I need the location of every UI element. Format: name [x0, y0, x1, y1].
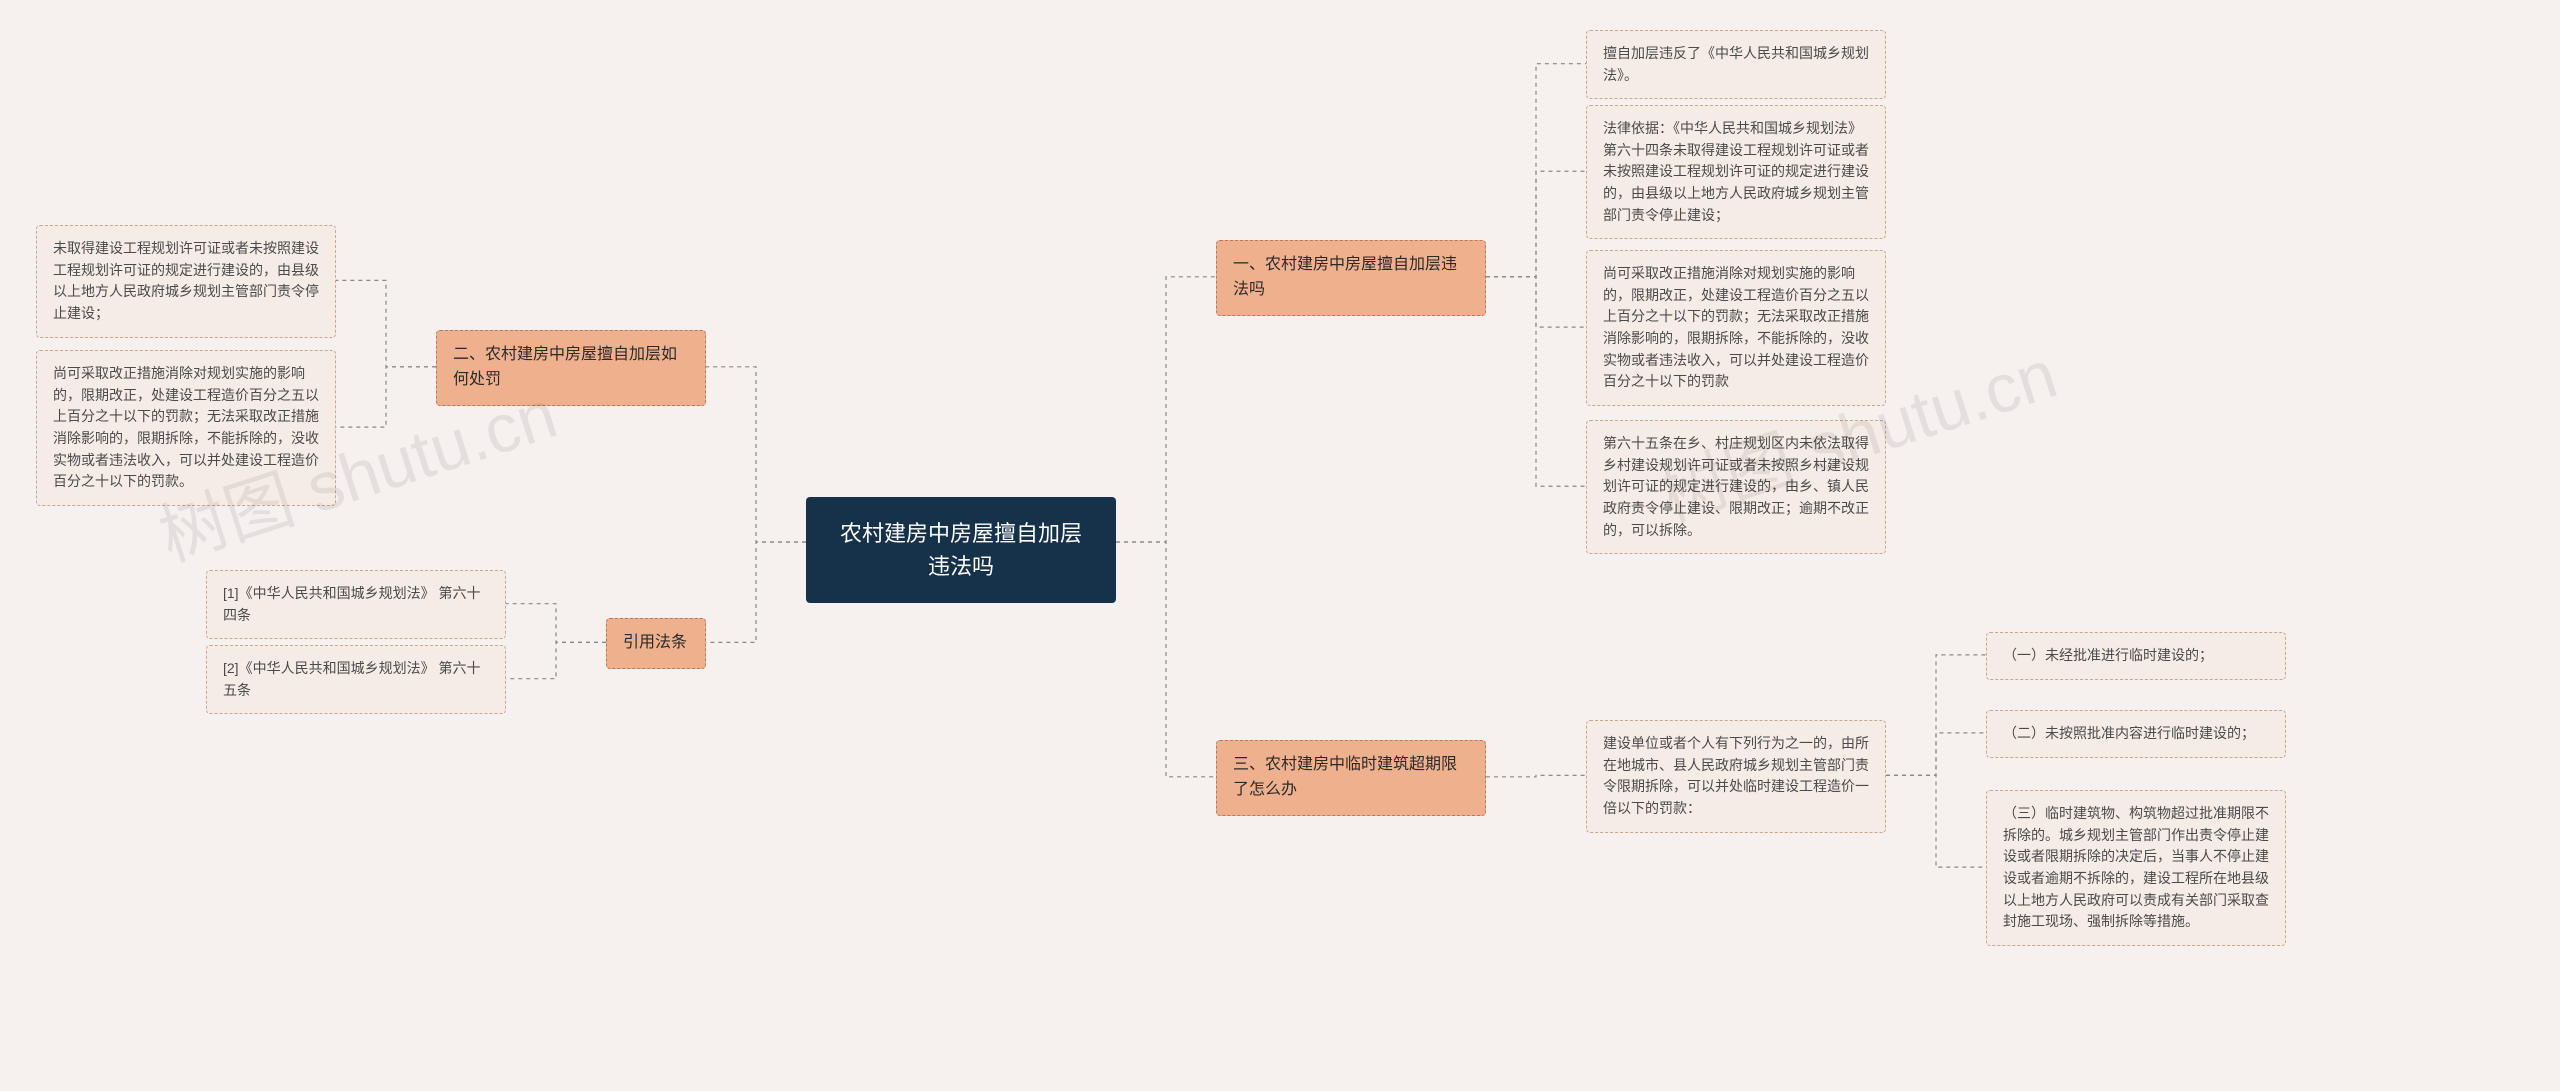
leaf-node: 未取得建设工程规划许可证或者未按照建设工程规划许可证的规定进行建设的，由县级以上… [36, 225, 336, 338]
leaf-node: 尚可采取改正措施消除对规划实施的影响的，限期改正，处建设工程造价百分之五以上百分… [36, 350, 336, 506]
leaf-node: 建设单位或者个人有下列行为之一的，由所在地城市、县人民政府城乡规划主管部门责令限… [1586, 720, 1886, 833]
leaf-node: [2]《中华人民共和国城乡规划法》 第六十五条 [206, 645, 506, 714]
leaf-node: 第六十五条在乡、村庄规划区内未依法取得乡村建设规划许可证或者未按照乡村建设规划许… [1586, 420, 1886, 554]
leaf-node: 尚可采取改正措施消除对规划实施的影响的，限期改正，处建设工程造价百分之五以上百分… [1586, 250, 1886, 406]
leaf-node: 擅自加层违反了《中华人民共和国城乡规划法》。 [1586, 30, 1886, 99]
leaf-node: 法律依据：《中华人民共和国城乡规划法》第六十四条未取得建设工程规划许可证或者未按… [1586, 105, 1886, 239]
leaf-node: （三）临时建筑物、构筑物超过批准期限不拆除的。城乡规划主管部门作出责令停止建设或… [1986, 790, 2286, 946]
branch-node: 二、农村建房中房屋擅自加层如何处罚 [436, 330, 706, 406]
leaf-node: （二）未按照批准内容进行临时建设的； [1986, 710, 2286, 758]
root-node: 农村建房中房屋擅自加层违法吗 [806, 497, 1116, 603]
branch-node: 引用法条 [606, 618, 706, 669]
branch-node: 三、农村建房中临时建筑超期限了怎么办 [1216, 740, 1486, 816]
leaf-node: （一）未经批准进行临时建设的； [1986, 632, 2286, 680]
leaf-node: [1]《中华人民共和国城乡规划法》 第六十四条 [206, 570, 506, 639]
branch-node: 一、农村建房中房屋擅自加层违法吗 [1216, 240, 1486, 316]
